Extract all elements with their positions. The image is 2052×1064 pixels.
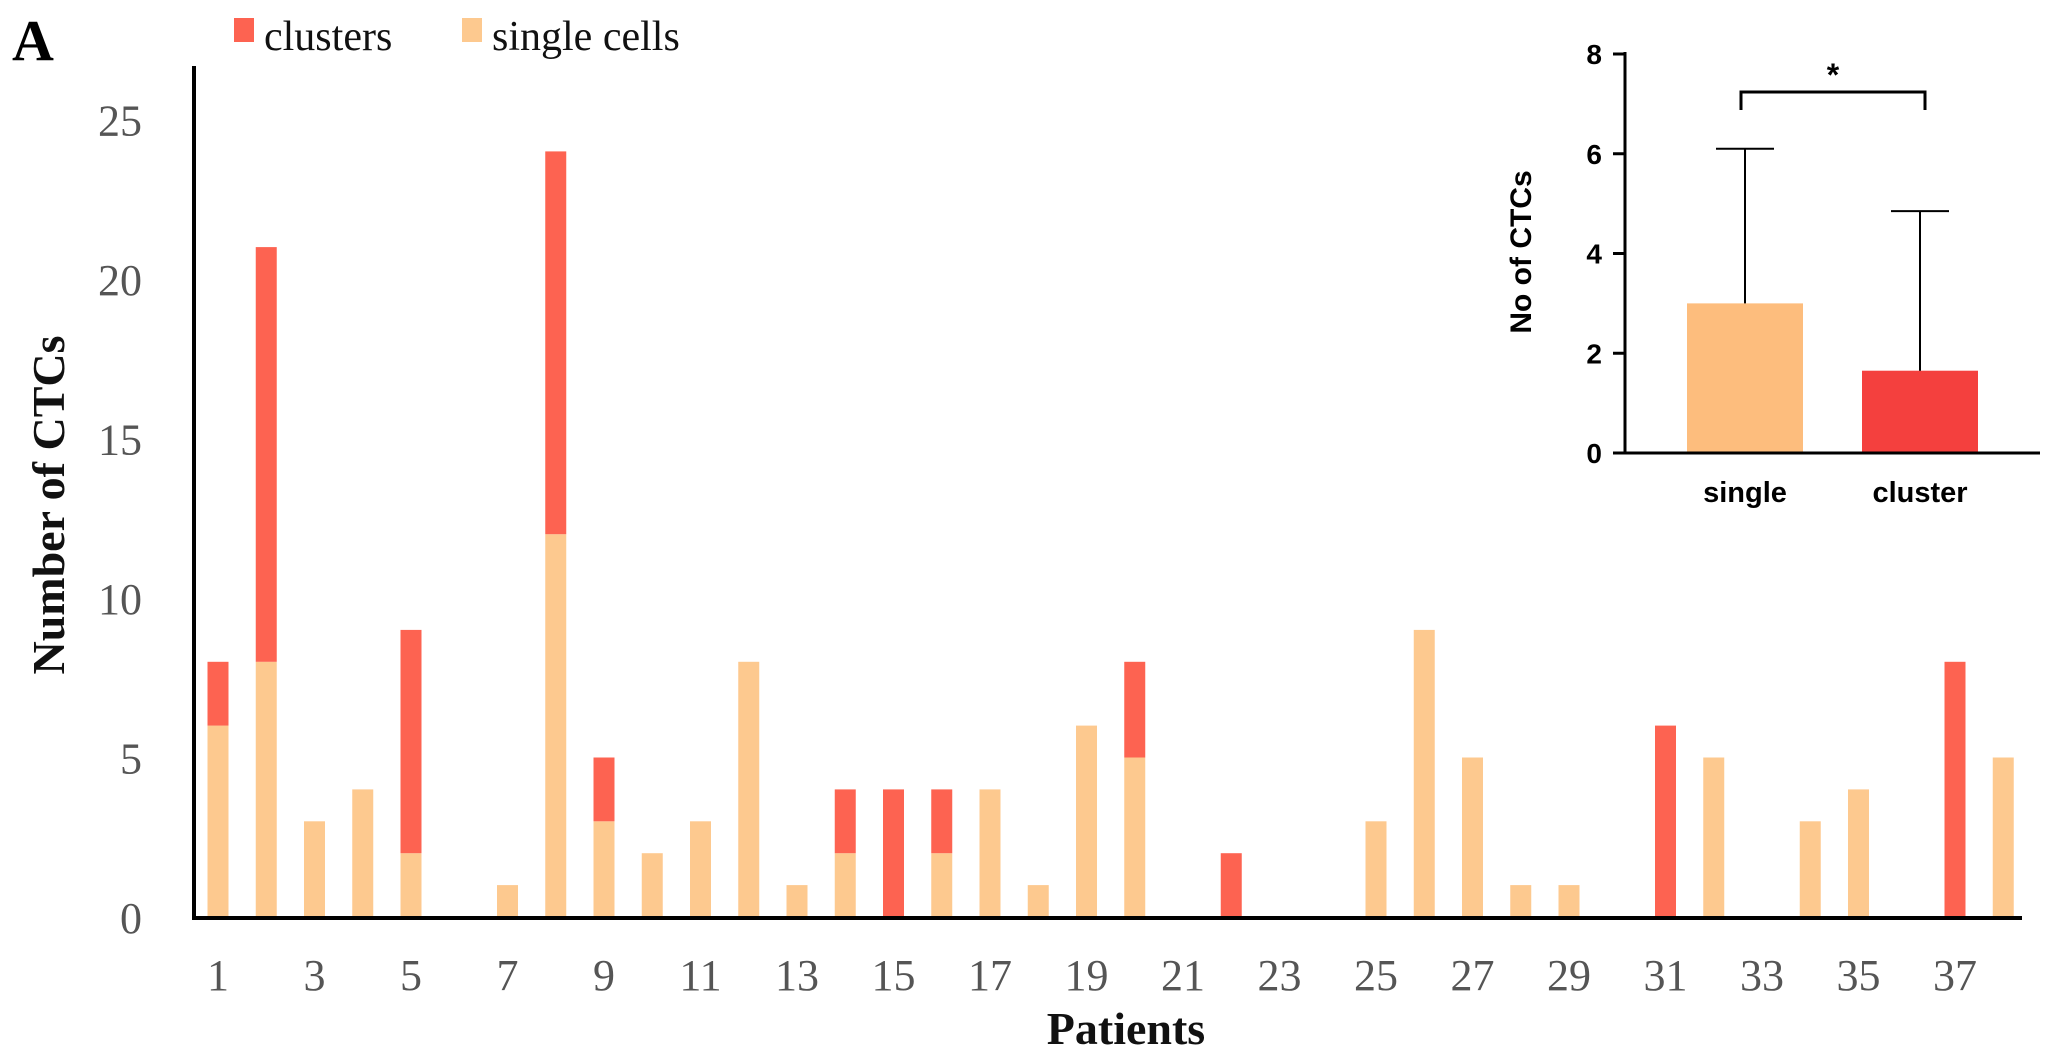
main-bars [207, 151, 2014, 917]
bar-clusters-patient-22 [1220, 853, 1242, 917]
bar-single-cells-patient-3 [304, 821, 325, 917]
bar-single-cells-patient-7 [497, 885, 518, 917]
inset-bars [1687, 303, 1978, 453]
main-y-tick-label: 15 [98, 416, 142, 465]
bar-single-cells-patient-18 [1027, 885, 1049, 917]
main-y-axis-label: Number of CTCs [23, 335, 74, 674]
bar-single-cells-patient-4 [352, 789, 374, 917]
bar-clusters-patient-31 [1655, 725, 1676, 917]
inset-y-axis-label: No of CTCs [1505, 170, 1538, 333]
main-x-tick-labels: 1 3 5 7 9 11 13 15 17 19 21 23 25 27 29 31 33 35 37 [207, 951, 1977, 1000]
legend-swatch-single-cells [462, 18, 482, 42]
inset-y-ticks: 0 2 4 6 8 [1586, 39, 1625, 469]
bar-clusters-patient-20 [1124, 661, 1146, 758]
main-y-tick-label: 0 [120, 894, 142, 943]
significance-bracket [1739, 90, 1927, 110]
bar-single-cells-patient-16 [931, 853, 953, 917]
main-x-tick-label: 29 [1547, 951, 1591, 1000]
bar-single-cells-patient-32 [1703, 757, 1725, 917]
bar-single-cells-patient-19 [1076, 725, 1097, 917]
main-x-tick-label: 23 [1258, 951, 1302, 1000]
bar-single-cells-patient-34 [1799, 821, 1821, 917]
inset-error-bars [1716, 147, 1949, 371]
bar-single-cells-patient-12 [738, 661, 760, 917]
bar-clusters-patient-1 [207, 661, 229, 726]
main-x-tick-label: 35 [1837, 951, 1881, 1000]
main-y-tick-label: 25 [98, 97, 142, 146]
bar-clusters-patient-9 [593, 757, 615, 822]
main-x-tick-label: 25 [1354, 951, 1398, 1000]
main-x-tick-label: 3 [304, 951, 326, 1000]
inset-y-tick-label: 0 [1586, 438, 1602, 469]
inset-x-tick-label-single: single [1703, 477, 1787, 509]
bar-single-cells-patient-10 [641, 853, 663, 917]
main-x-tick-label: 17 [968, 951, 1012, 1000]
bar-single-cells-patient-17 [979, 789, 1001, 917]
legend-label-clusters: clusters [264, 14, 392, 60]
inset-y-tick-label: 6 [1586, 139, 1602, 170]
legend-label-single-cells: single cells [492, 14, 680, 60]
bar-single-cells-patient-20 [1124, 757, 1146, 917]
bar-single-cells-patient-27 [1462, 757, 1483, 917]
inset-x-tick-labels: single cluster [1703, 477, 1967, 509]
bar-clusters-patient-16 [931, 789, 953, 854]
bar-single-cells-patient-14 [834, 853, 856, 917]
inset-y-tick-label: 8 [1586, 39, 1602, 70]
main-x-tick-label: 19 [1065, 951, 1109, 1000]
bar-single-cells-patient-2 [255, 661, 277, 917]
bar-single-cells-patient-29 [1558, 885, 1580, 917]
bar-single-cells-patient-28 [1510, 885, 1532, 917]
bar-clusters-patient-14 [834, 789, 856, 854]
bar-single-cells-patient-13 [786, 885, 808, 917]
bar-clusters-patient-15 [883, 789, 904, 917]
bar-single-cells-patient-11 [690, 821, 711, 917]
inset-bar-single [1687, 303, 1803, 453]
legend: clusters single cells [234, 14, 680, 60]
main-x-tick-label: 21 [1161, 951, 1205, 1000]
main-y-tick-label: 20 [98, 256, 142, 305]
bar-single-cells-patient-35 [1848, 789, 1869, 917]
bar-single-cells-patient-1 [207, 725, 229, 917]
main-x-tick-label: 37 [1933, 951, 1977, 1000]
main-x-tick-label: 27 [1451, 951, 1495, 1000]
main-x-tick-label: 33 [1740, 951, 1784, 1000]
inset-y-tick-label: 2 [1586, 338, 1602, 369]
main-y-tick-labels: 0 5 10 15 20 25 [98, 97, 142, 944]
bar-single-cells-patient-8 [545, 534, 567, 917]
main-x-tick-label: 5 [400, 951, 422, 1000]
main-x-tick-label: 31 [1644, 951, 1688, 1000]
bar-single-cells-patient-25 [1365, 821, 1387, 917]
bar-single-cells-patient-9 [593, 821, 615, 917]
main-x-tick-label: 1 [207, 951, 229, 1000]
main-x-tick-label: 9 [593, 951, 615, 1000]
legend-swatch-clusters [234, 18, 254, 42]
inset-chart: 0 2 4 6 8 single cluster No of CTCs * [1505, 39, 2040, 509]
main-x-tick-label: 7 [497, 951, 519, 1000]
main-x-axis-label: Patients [1047, 1003, 1205, 1054]
main-x-tick-label: 11 [679, 951, 721, 1000]
significance-star: * [1827, 57, 1840, 93]
inset-bar-cluster [1862, 370, 1978, 453]
panel-label: A [12, 8, 54, 73]
bar-clusters-patient-37 [1944, 661, 1966, 917]
bar-single-cells-patient-38 [1992, 757, 2014, 917]
main-x-tick-label: 15 [872, 951, 916, 1000]
inset-x-tick-label-cluster: cluster [1872, 477, 1967, 509]
bar-clusters-patient-2 [255, 247, 277, 662]
inset-y-tick-label: 4 [1586, 239, 1602, 270]
main-y-tick-label: 5 [120, 735, 142, 784]
bar-single-cells-patient-26 [1413, 629, 1435, 917]
bar-single-cells-patient-5 [400, 853, 422, 917]
main-x-tick-label: 13 [775, 951, 819, 1000]
bar-clusters-patient-8 [545, 151, 567, 535]
main-y-tick-label: 10 [98, 575, 142, 624]
bar-clusters-patient-5 [400, 629, 422, 854]
